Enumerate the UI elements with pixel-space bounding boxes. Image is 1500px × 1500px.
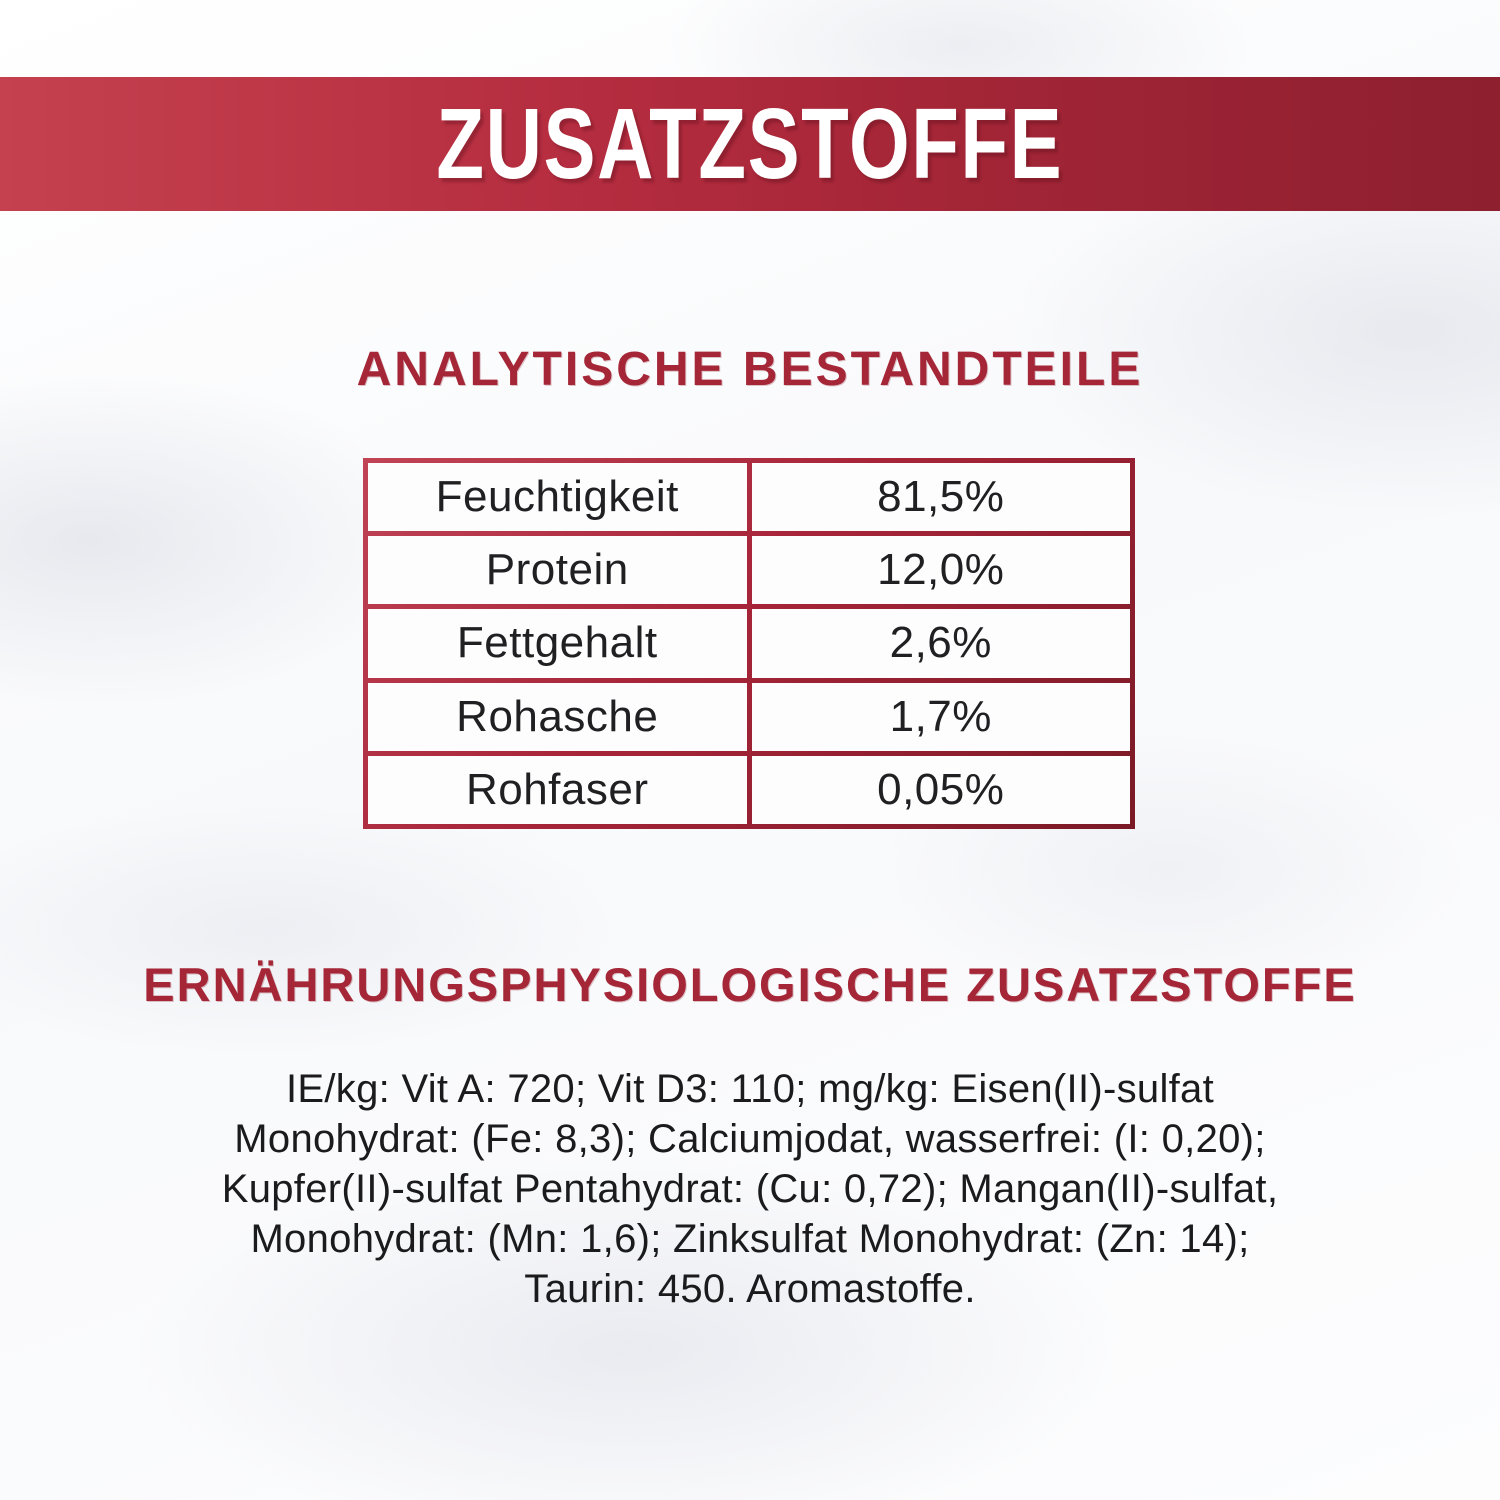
analytical-components-heading: ANALYTISCHE BESTANDTEILE <box>356 343 1144 396</box>
banner-title: ZUSATZSTOFFE <box>436 87 1064 200</box>
banner: ZUSATZSTOFFE <box>0 77 1500 211</box>
table-row-label: Rohfaser <box>368 755 747 824</box>
additives-line: Monohydrat: (Fe: 8,3); Calciumjodat, was… <box>234 1117 1266 1161</box>
table-row-value: 2,6% <box>751 609 1130 678</box>
additives-line: IE/kg: Vit A: 720; Vit D3: 110; mg/kg: E… <box>285 1067 1215 1111</box>
nutritional-additives-heading: ERNÄHRUNGSPHYSIOLOGISCHE ZUSATZSTOFFE <box>143 958 1357 1011</box>
additives-line: Monohydrat: (Mn: 1,6); Zinksulfat Monohy… <box>250 1217 1250 1261</box>
table-row-value: 81,5% <box>751 463 1130 532</box>
table-row-label: Feuchtigkeit <box>368 463 747 532</box>
table-row-label: Fettgehalt <box>368 609 747 678</box>
additives-line: Taurin: 450. Aromastoffe. <box>524 1267 976 1311</box>
table-row-value: 12,0% <box>751 536 1130 605</box>
additives-line: Kupfer(II)-sulfat Pentahydrat: (Cu: 0,72… <box>221 1167 1279 1211</box>
table-row-label: Protein <box>368 536 747 605</box>
additives-paragraph: IE/kg: Vit A: 720; Vit D3: 110; mg/kg: E… <box>0 1064 1500 1314</box>
table-row-value: 0,05% <box>751 755 1130 824</box>
table-row-value: 1,7% <box>751 682 1130 751</box>
analytical-components-table: Feuchtigkeit 81,5% Protein 12,0% Fettgeh… <box>363 458 1135 829</box>
table-row-label: Rohasche <box>368 682 747 751</box>
